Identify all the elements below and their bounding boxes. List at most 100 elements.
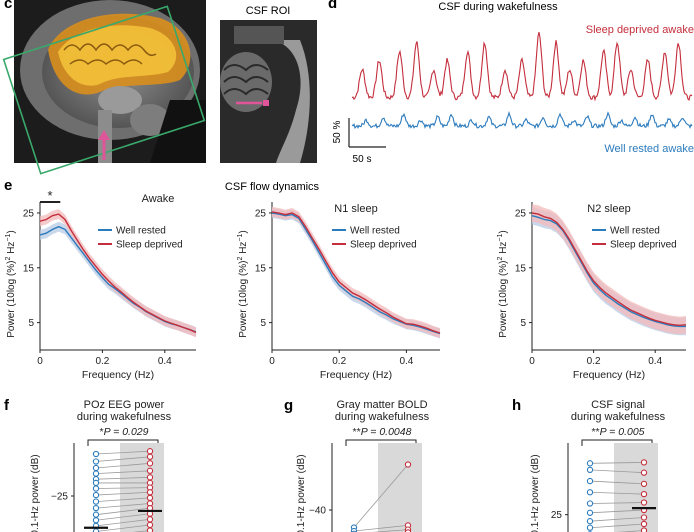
y-axis-label: 0.1-Hz power (dB) <box>530 454 541 532</box>
well-rested-point <box>92 458 100 465</box>
y-tick-label: −25 <box>51 492 68 503</box>
sleep-deprived-point <box>146 527 154 532</box>
well-rested-point <box>92 479 100 487</box>
mri-sagittal-image <box>2 0 206 175</box>
y-tick-label: 15 <box>515 263 527 274</box>
legend-label-well-rested: Well rested <box>610 226 660 237</box>
pair-line <box>589 462 645 464</box>
y-axis-label: Power (10log (%)2 Hz−1) <box>5 230 17 338</box>
well-rested-point <box>586 518 594 525</box>
p-value-stars: ** <box>591 426 599 438</box>
x-tick-label: 0 <box>37 356 43 367</box>
pair-line <box>353 464 409 528</box>
legend-label-sleep-deprived: Sleep deprived <box>350 240 417 251</box>
pair-line <box>589 469 645 474</box>
sleep-deprived-point <box>146 467 154 474</box>
p-value: **P = 0.005 <box>591 426 644 438</box>
spectrum-title: Awake <box>142 193 175 205</box>
spectra-group-title: CSF flow dynamics <box>225 181 320 193</box>
series-line <box>39 213 197 334</box>
sleep-deprived-trace-label: Sleep deprived awake <box>586 24 694 36</box>
series-line <box>531 215 686 328</box>
panel-label-d: d <box>328 0 337 12</box>
y-axis-label-part: −1 <box>497 233 504 241</box>
legend-label-sleep-deprived: Sleep deprived <box>116 240 183 251</box>
well-rested-point <box>586 489 594 496</box>
pair-line <box>95 462 151 469</box>
pair-line <box>95 450 151 455</box>
y-axis-label-part: ) <box>6 230 17 233</box>
pair-line <box>95 497 151 502</box>
sleep-deprived-point <box>146 516 154 523</box>
pair-line <box>95 456 151 462</box>
p-value-stars: * <box>100 426 104 438</box>
sleep-deprived-point <box>640 459 648 466</box>
x-tick-label: 0.2 <box>587 356 601 367</box>
y-axis-label-part: ) <box>238 230 249 233</box>
sleep-deprived-shade <box>378 443 422 532</box>
pair-line <box>95 507 151 516</box>
well-rested-point <box>586 509 594 516</box>
well-rested-point <box>586 500 594 507</box>
y-axis-label-part: Hz <box>6 242 17 257</box>
p-value: **P = 0.0048 <box>353 426 412 438</box>
y-axis-label: Power (10log (%)2 Hz−1) <box>497 230 509 338</box>
pair-line <box>589 523 645 529</box>
dot-panel-title: CSF signal <box>591 399 645 411</box>
pair-line <box>589 502 645 504</box>
pair-line <box>95 470 151 474</box>
x-tick-label: 0.4 <box>648 356 662 367</box>
sleep-deprived-point <box>146 521 154 529</box>
x-axis-label: Frequency (Hz) <box>82 369 154 381</box>
pair-line <box>95 487 151 489</box>
pair-line <box>589 491 645 495</box>
x-tick-label: 0.2 <box>332 356 346 367</box>
sleep-deprived-point <box>640 490 648 498</box>
sleep-deprived-point <box>404 529 412 532</box>
mri-slice-box <box>2 5 206 175</box>
well-rested-point <box>586 460 594 467</box>
y-tick-label: 25 <box>23 208 35 219</box>
well-rested-trace-label: Well rested awake <box>604 143 694 155</box>
sleep-deprived-point <box>640 469 648 476</box>
well-rested-point <box>92 511 100 518</box>
sleep-deprived-point <box>640 527 648 532</box>
legend-label-well-rested: Well rested <box>116 226 166 237</box>
trace-scale-bar: 50 % 50 s <box>332 118 386 165</box>
series-line <box>271 212 441 335</box>
well-rested-point <box>92 528 100 532</box>
y-axis-label: Power (10log (%)2 Hz−1) <box>237 230 249 338</box>
sleep-deprived-point <box>146 489 154 496</box>
pair-line <box>95 503 151 509</box>
sleep-deprived-point <box>146 448 154 455</box>
legend-label-sleep-deprived: Sleep deprived <box>610 240 677 251</box>
series-line <box>271 211 441 334</box>
spectrum-title: N1 sleep <box>334 203 377 215</box>
p-value-stars: ** <box>353 426 361 438</box>
panel-label-c: c <box>4 0 12 12</box>
sleep-deprived-point <box>640 480 648 488</box>
series-line <box>531 212 687 327</box>
x-tick-label: 0.2 <box>95 356 109 367</box>
y-tick-label: −40 <box>309 506 326 517</box>
pair-line <box>589 480 645 485</box>
x-tick-label: 0.4 <box>399 356 413 367</box>
well-rested-trace <box>351 110 693 130</box>
x-axis-label: Frequency (Hz) <box>320 369 392 381</box>
y-axis-label-part: 2 <box>237 256 244 260</box>
well-rested-point <box>92 498 100 505</box>
dot-panel-subtitle: during wakefulness <box>77 411 172 423</box>
well-rested-point <box>92 464 100 472</box>
x-tick-label: 0 <box>269 356 275 367</box>
scale-y-label: 50 % <box>332 120 343 143</box>
sleep-deprived-shade <box>614 443 658 532</box>
y-axis-label-part: Power (10log (%) <box>238 260 249 337</box>
pair-line <box>131 530 151 532</box>
mri-roi-image <box>220 20 317 163</box>
dot-panel-title: Gray matter BOLD <box>336 399 427 411</box>
trace-title: CSF during wakefulness <box>438 1 558 13</box>
roi-marker <box>263 100 269 106</box>
